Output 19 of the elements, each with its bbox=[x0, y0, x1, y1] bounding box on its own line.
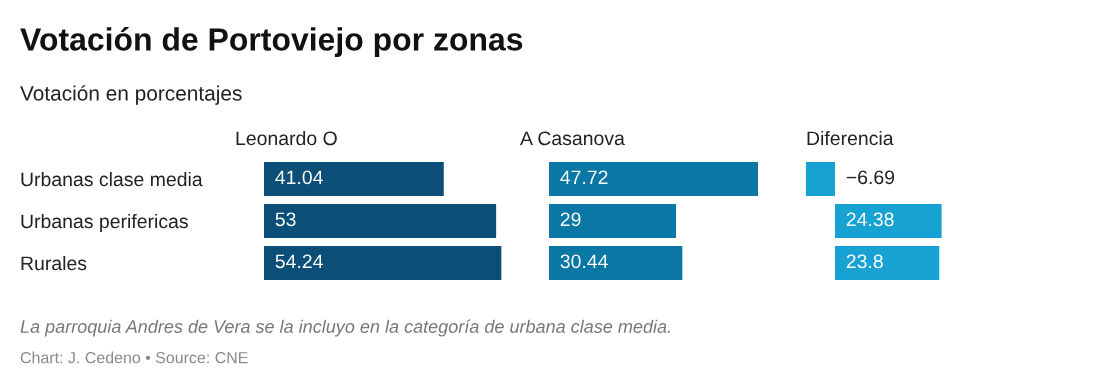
chart-title: Votación de Portoviejo por zonas bbox=[20, 26, 523, 58]
y-tick-label: Rurales bbox=[21, 255, 87, 271]
data-label: 30.44 bbox=[560, 254, 608, 269]
data-label: 54.24 bbox=[275, 254, 323, 269]
data-label: 29 bbox=[560, 212, 581, 227]
data-label: 53 bbox=[275, 212, 296, 227]
data-label: 47.72 bbox=[560, 170, 608, 185]
text: La parroquia Andres de Vera se la incluyo en la categoría de urbana clase media. bbox=[20, 319, 670, 337]
series-label: Diferencia bbox=[807, 130, 894, 146]
chart-subtitle: Votación en porcentajes bbox=[20, 85, 242, 105]
data-label: 24.38 bbox=[846, 212, 894, 227]
data-label: 23.8 bbox=[846, 254, 883, 269]
y-tick-label: Urbanas clase media bbox=[21, 171, 203, 187]
series-label: Leonardo O bbox=[236, 130, 337, 146]
y-tick-label: Urbanas perifericas bbox=[21, 213, 188, 233]
data-label: −6.69 bbox=[846, 170, 895, 185]
data-label: 41.04 bbox=[275, 170, 323, 185]
series-label: A Casanova bbox=[520, 131, 625, 146]
text: Chart: J. Cedeno • Source: CNE bbox=[20, 351, 248, 364]
